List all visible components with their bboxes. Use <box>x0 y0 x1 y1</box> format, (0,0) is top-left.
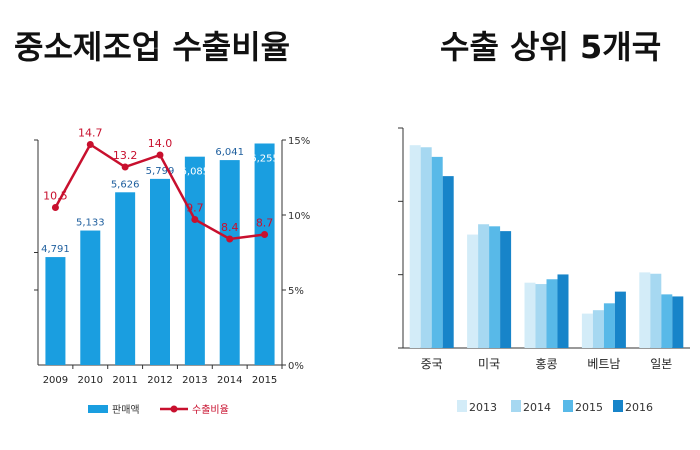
legend-swatch-2013 <box>457 400 467 412</box>
export-ratio-value-label: 10.5 <box>43 190 68 203</box>
bar-country-2013 <box>409 145 421 348</box>
bar-value-label: 5,626 <box>111 179 140 190</box>
bar-sales <box>219 160 240 365</box>
bar-sales <box>150 178 170 365</box>
x-tick-label: 2011 <box>112 375 137 386</box>
x-tick-label: 2013 <box>182 375 207 386</box>
right-y-tick-label: 10% <box>288 211 310 222</box>
right-chart-title: 수출 상위 5개국 <box>440 28 662 66</box>
bar-country-2016 <box>672 296 684 348</box>
export-ratio-value-label: 13.2 <box>113 149 138 162</box>
legend-label-ratio: 수출비율 <box>192 404 229 416</box>
x-tick-label: 2015 <box>252 375 277 386</box>
bar-country-2015 <box>546 279 558 348</box>
right-y-tick-label: 0% <box>288 361 304 372</box>
country-label: 일본 <box>650 357 672 371</box>
bar-country-2013 <box>524 282 536 348</box>
bar-country-2016 <box>614 291 626 348</box>
export-ratio-point <box>191 216 199 223</box>
bar-value-label: 6,041 <box>215 147 244 158</box>
legend-swatch-2014 <box>511 400 521 412</box>
bar-country-2013 <box>581 313 593 348</box>
bar-country-2016 <box>500 231 512 348</box>
export-ratio-value-label: 14.0 <box>148 137 173 150</box>
export-ratio-value-label: 14.7 <box>78 127 103 140</box>
bar-country-2014 <box>420 147 432 348</box>
bar-country-2016 <box>442 176 454 348</box>
bar-country-2013 <box>467 234 479 348</box>
legend-swatch-2015 <box>563 400 573 412</box>
bar-sales <box>45 257 66 365</box>
bar-value-label: 5,799 <box>146 166 175 177</box>
export-ratio-value-label: 8.7 <box>256 217 274 230</box>
bar-country-2015 <box>489 226 501 348</box>
legend-swatch-2016 <box>613 400 623 412</box>
bar-sales <box>80 230 101 365</box>
bar-country-2015 <box>603 303 615 348</box>
bar-value-label: 6,085 <box>181 167 210 178</box>
bar-value-label: 4,791 <box>41 244 70 255</box>
bar-country-2016 <box>557 274 569 348</box>
export-ratio-point <box>121 163 129 171</box>
export-ratio-point <box>86 141 94 148</box>
country-label: 중국 <box>421 357 443 371</box>
legend-swatch-sales <box>88 405 108 413</box>
bar-country-2015 <box>661 294 673 348</box>
right-y-tick-label: 5% <box>288 286 304 297</box>
legend-label-2015: 2015 <box>575 401 603 414</box>
legend-label-sales: 판매액 <box>112 404 140 416</box>
bar-value-label: 6,255 <box>250 153 279 164</box>
x-tick-label: 2012 <box>147 375 172 386</box>
bar-country-2015 <box>431 156 443 348</box>
left-chart-title: 중소제조업 수출비율 <box>14 28 291 66</box>
country-label: 베트남 <box>587 357 620 371</box>
legend-label-2014: 2014 <box>523 401 551 414</box>
legend-marker-ratio <box>170 405 178 413</box>
bar-value-label: 5,133 <box>76 218 105 229</box>
export-ratio-point <box>226 235 234 243</box>
legend-label-2016: 2016 <box>625 401 653 414</box>
bar-sales <box>115 192 136 365</box>
country-label: 홍콩 <box>535 357 557 371</box>
export-ratio-point <box>156 151 164 159</box>
bar-country-2014 <box>650 273 662 348</box>
bar-country-2014 <box>535 284 547 348</box>
bar-country-2013 <box>639 272 651 348</box>
right-y-tick-label: 15% <box>288 136 310 147</box>
export-ratio-value-label: 8.4 <box>221 221 239 234</box>
country-label: 미국 <box>478 357 500 371</box>
legend-label-2013: 2013 <box>469 401 497 414</box>
bar-country-2014 <box>592 310 604 348</box>
export-ratio-point <box>261 231 269 238</box>
export-ratio-point <box>51 204 59 211</box>
bar-sales <box>254 143 275 365</box>
x-tick-label: 2010 <box>78 375 103 386</box>
x-tick-label: 2014 <box>217 375 242 386</box>
x-tick-label: 2009 <box>43 375 68 386</box>
export-ratio-value-label: 9.7 <box>186 202 204 215</box>
bar-country-2014 <box>478 224 490 348</box>
